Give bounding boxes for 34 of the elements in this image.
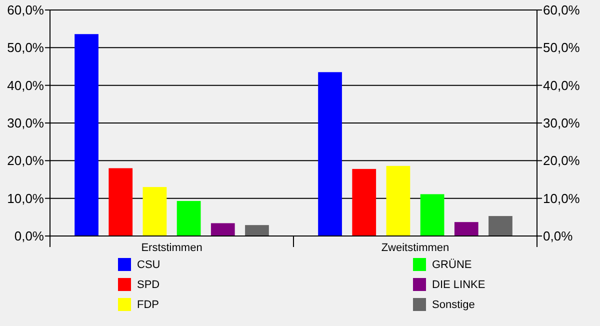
y2-tick-label: 10,0% [543, 190, 580, 206]
bar [488, 216, 512, 236]
bar [420, 194, 444, 236]
y-tick-label: 40,0% [7, 78, 44, 93]
bar [142, 187, 167, 236]
y2-tick-label: 40,0% [543, 78, 580, 93]
bar [210, 223, 235, 236]
bar [386, 166, 410, 236]
bar [176, 200, 201, 236]
y2-tick-label: 30,0% [543, 116, 580, 131]
y2-tick-label: 50,0% [543, 40, 580, 56]
legend-label: SPD [137, 278, 160, 291]
y-tick-label: 50,0% [7, 40, 44, 56]
bar [74, 34, 98, 236]
legend-label: GRÜNE [432, 258, 472, 271]
y-tick-label: 10,0% [7, 190, 44, 206]
x-tick-label: Erststimmen [141, 242, 202, 254]
y-tick-label: 20,0% [7, 153, 44, 168]
bar [245, 225, 269, 236]
y2-tick-label: 0,0% [543, 228, 574, 244]
bar [108, 168, 133, 236]
bar [454, 222, 478, 236]
legend-label: Sonstige [432, 298, 475, 311]
x-tick-label: Zweitstimmen [381, 242, 450, 254]
y-tick-label: 0,0% [14, 228, 44, 244]
y2-tick-label: 20,0% [543, 153, 580, 168]
legend-label: FDP [137, 298, 159, 311]
legend-label: DIE LINKE [432, 278, 486, 291]
y2-tick-label: 60,0% [543, 2, 580, 18]
bar [352, 168, 376, 236]
bar [318, 72, 342, 236]
y-tick-label: 30,0% [7, 116, 44, 131]
legend-label: CSU [137, 258, 160, 271]
y-tick-label: 60,0% [7, 2, 44, 18]
